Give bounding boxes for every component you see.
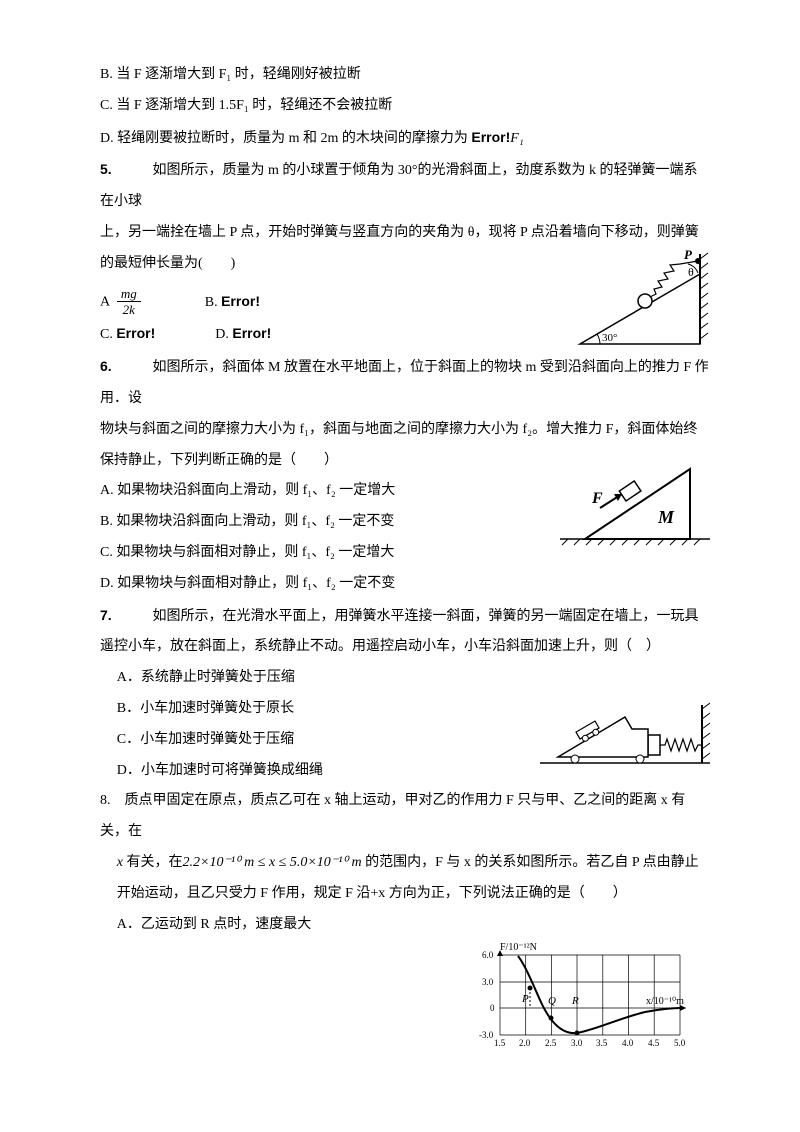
q5-stem-1: 如图所示，质量为 m 的小球置于倾角为 30°的光滑斜面上，劲度系数为 k 的轻… [100, 163, 698, 209]
theta-label: θ [688, 265, 694, 279]
q4-choice-d: D. 轻绳刚要被拉断时，质量为 m 和 2m 的木块间的摩擦力为 Error!F… [100, 122, 710, 155]
svg-text:2.5: 2.5 [545, 1038, 557, 1048]
q6-stem-2: 物块与斜面之间的摩擦力大小为 f₁，斜面与地面之间的摩擦力大小为 f₂。增大推力… [100, 415, 710, 446]
q7-number: 7. [100, 600, 121, 631]
q8-choice-a: A．乙运动到 R 点时，速度最大 [117, 910, 710, 941]
angle-label: 30° [602, 332, 617, 344]
q6-choice-d: D. 如果物块与斜面相对静止，则 f₁、f₂ 一定不变 [100, 569, 710, 600]
point-p-label: P [684, 249, 693, 262]
q5-figure-incline-spring: 30° P θ [570, 249, 710, 349]
point-P: P [521, 993, 529, 1005]
q8-stem-range-line: x 有关，在2.2×10⁻¹⁰ m ≤ x ≤ 5.0×10⁻¹⁰ m 的范围内… [117, 848, 710, 910]
q6-figure-incline-block: M F [560, 461, 710, 546]
q8-number: 8. [100, 786, 121, 817]
label-M: M [657, 507, 675, 527]
svg-text:4.5: 4.5 [648, 1038, 660, 1048]
point-Q: Q [548, 995, 556, 1007]
q6: 6. 如图所示，斜面体 M 放置在水平地面上，位于斜面上的物块 m 受到沿斜面向… [100, 351, 710, 599]
svg-text:4.0: 4.0 [622, 1038, 634, 1048]
q7-figure-spring-incline-car [540, 695, 710, 770]
q4-choice-b: B. 当 F 逐渐增大到 F₁ 时，轻绳刚好被拉断 [100, 60, 710, 91]
svg-text:0: 0 [490, 1003, 495, 1013]
svg-text:1.5: 1.5 [494, 1038, 506, 1048]
q5-number: 5. [100, 154, 121, 185]
svg-text:2.0: 2.0 [519, 1038, 531, 1048]
q6-number: 6. [100, 351, 121, 382]
q8-chart: F/10⁻¹²N x/10⁻¹⁰m 6.0 3.0 0 -3.0 1.5 2.0… [470, 940, 690, 1050]
svg-text:6.0: 6.0 [482, 950, 494, 960]
svg-text:5.0: 5.0 [674, 1038, 686, 1048]
label-F: F [591, 490, 603, 507]
q4-choice-c: C. 当 F 逐渐增大到 1.5F₁ 时，轻绳还不会被拉断 [100, 91, 710, 122]
q7-stem: 如图所示，在光滑水平面上，用弹簧水平连接一斜面，弹簧的另一端固定在墙上，一玩具遥… [100, 609, 699, 655]
q5-choice-b: B. Error! [205, 286, 260, 319]
q8: 8. 质点甲固定在原点，质点乙可在 x 轴上运动，甲对乙的作用力 F 只与甲、乙… [100, 786, 710, 1050]
q5-choice-c: C. Error! [100, 318, 155, 351]
q8-stem-pre: 质点甲固定在原点，质点乙可在 x 轴上运动，甲对乙的作用力 F 只与甲、乙之间的… [100, 793, 685, 839]
q7: 7. 如图所示，在光滑水平面上，用弹簧水平连接一斜面，弹簧的另一端固定在墙上，一… [100, 600, 710, 787]
q5-choice-a: A mg2k [100, 286, 145, 318]
q6-stem-1: 如图所示，斜面体 M 放置在水平地面上，位于斜面上的物块 m 受到沿斜面向上的推… [100, 360, 709, 406]
svg-text:3.0: 3.0 [571, 1038, 583, 1048]
q5-choice-d: D. Error! [215, 318, 271, 351]
point-R: R [571, 995, 579, 1007]
svg-text:-3.0: -3.0 [479, 1030, 494, 1040]
x-axis-label: x/10⁻¹⁰m [646, 996, 684, 1007]
svg-text:3.5: 3.5 [596, 1038, 608, 1048]
q5: 5. 如图所示，质量为 m 的小球置于倾角为 30°的光滑斜面上，劲度系数为 k… [100, 154, 710, 351]
y-axis-label: F/10⁻¹²N [500, 942, 537, 953]
q7-choice-a: A．系统静止时弹簧处于压缩 [117, 663, 710, 694]
svg-text:3.0: 3.0 [482, 977, 494, 987]
